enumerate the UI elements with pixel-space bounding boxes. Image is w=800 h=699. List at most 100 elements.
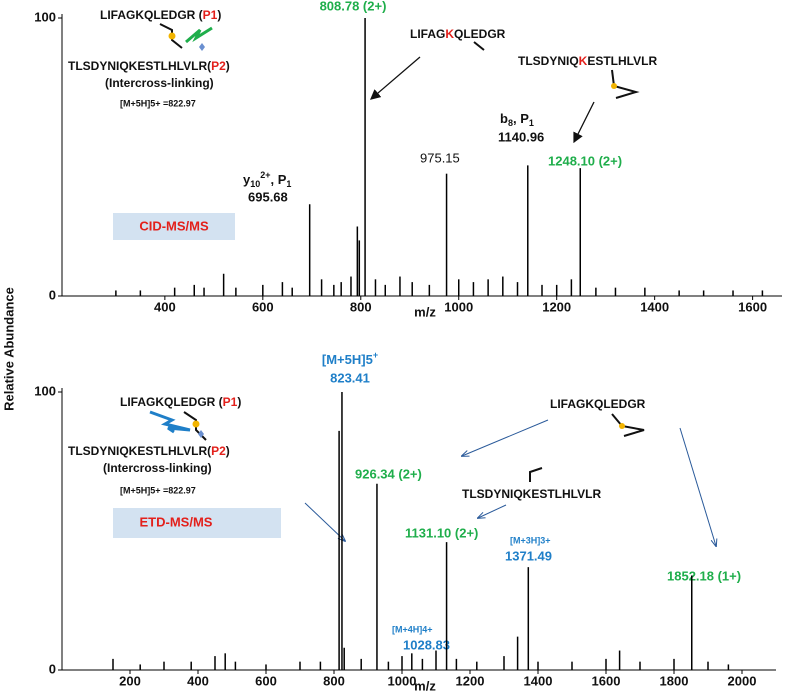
ion: y	[243, 172, 251, 187]
precursor: [M+5H]5+ =822.97	[120, 485, 196, 495]
stub	[529, 467, 543, 482]
tag: P1	[223, 395, 238, 409]
peak-label: 1140.96	[498, 129, 544, 144]
seq: TLSDYNIQKESTLHLVLR(	[68, 59, 211, 73]
ion: , P	[513, 111, 529, 126]
x-tick-label: 1800	[660, 673, 689, 688]
stub	[473, 41, 485, 51]
linker	[198, 430, 204, 438]
x-tick-label: 1200	[542, 299, 571, 314]
fragment: TLSDYNIQKESTLHLVLR	[518, 54, 657, 68]
linker	[619, 423, 625, 429]
sub: 10	[250, 179, 260, 189]
seq: )	[226, 444, 230, 458]
sup: 2+	[260, 170, 270, 180]
linker	[199, 43, 205, 51]
ion-label: b8, P1	[500, 111, 534, 128]
peptide-2: TLSDYNIQKESTLHLVLR(P2)	[68, 444, 230, 458]
y-tick-label: 0	[49, 661, 56, 676]
peak-label: 808.78 (2+)	[320, 0, 387, 13]
stub	[611, 413, 645, 437]
method-label: ETD-MS/MS	[140, 514, 213, 529]
tag: P1	[203, 8, 218, 22]
method-box	[113, 213, 235, 240]
x-tick-label: 800	[323, 673, 345, 688]
x-axis-label: m/z	[414, 678, 436, 693]
cleavage-icon	[185, 26, 213, 44]
peak-label: 1131.10 (2+)	[405, 525, 478, 540]
seq: )	[217, 8, 221, 22]
x-tick-label: 1400	[524, 673, 553, 688]
sub: 8	[508, 118, 513, 128]
arrow	[462, 419, 549, 456]
ion: b	[500, 111, 508, 126]
x-tick-label: 1200	[456, 673, 485, 688]
ion: , P	[271, 172, 287, 187]
ion-label: [M+4H]4+	[392, 624, 433, 634]
peak-label: 975.15	[420, 150, 460, 165]
arrow	[478, 504, 507, 518]
seq: LIFAGKQLEDGR (	[100, 8, 203, 22]
arrow	[679, 427, 716, 546]
x-tick-label: 1600	[738, 299, 767, 314]
ion-label: y102+, P1	[243, 170, 291, 189]
linker	[192, 420, 200, 428]
x-tick-label: 600	[252, 299, 274, 314]
x-tick-label: 800	[350, 299, 372, 314]
seq: )	[237, 395, 241, 409]
x-tick-label: 2000	[728, 673, 757, 688]
peak-label: 1371.49	[505, 548, 552, 563]
peak-label: 926.34 (2+)	[355, 466, 422, 481]
fragment: LIFAGKQLEDGR	[410, 27, 506, 41]
cleavage-icon	[149, 410, 191, 434]
seq: TLSDYNIQ	[518, 54, 579, 68]
peak-label: 823.41	[330, 370, 370, 385]
x-tick-label: 200	[119, 673, 141, 688]
fragment: TLSDYNIQKESTLHLVLR	[462, 487, 601, 501]
sub: 1	[286, 179, 291, 189]
sup: +	[373, 350, 378, 360]
x-axis-label: m/z	[414, 304, 436, 319]
method-box	[113, 508, 281, 538]
x-tick-label: 1600	[592, 673, 621, 688]
y-tick-label: 0	[49, 287, 56, 302]
seq: TLSDYNIQKESTLHLVLR(	[68, 444, 211, 458]
method-label: CID-MS/MS	[139, 218, 209, 233]
peak-label: 695.68	[248, 189, 288, 204]
peptide-2: TLSDYNIQKESTLHLVLR(P2)	[68, 59, 230, 73]
linker	[611, 83, 617, 89]
site: K	[579, 54, 588, 68]
y-axis-label: Relative Abundance	[1, 287, 16, 411]
tag: P2	[211, 59, 226, 73]
x-tick-label: 1400	[640, 299, 669, 314]
peptide-1: LIFAGKQLEDGR (P1)	[120, 395, 241, 409]
stub	[611, 69, 640, 99]
linker	[168, 32, 176, 40]
tag: P2	[211, 444, 226, 458]
precursor: [M+5H]5+ =822.97	[120, 98, 196, 108]
ion-label: [M+3H]3+	[510, 535, 551, 545]
seq: ESTLHLVLR	[587, 54, 657, 68]
mode: (Intercross-linking)	[105, 76, 214, 90]
fragment: LIFAGKQLEDGR	[550, 397, 646, 411]
arrow	[573, 101, 595, 144]
seq: LIFAG	[410, 27, 445, 41]
peptide-1: LIFAGKQLEDGR (P1)	[100, 8, 221, 22]
seq: LIFAGKQLEDGR (	[120, 395, 223, 409]
sub: 1	[529, 118, 534, 128]
x-tick-label: 400	[187, 673, 209, 688]
mode: (Intercross-linking)	[103, 461, 212, 475]
x-tick-label: 400	[154, 299, 176, 314]
seq: QLEDGR	[454, 27, 506, 41]
ion: [M+5H]5	[322, 352, 373, 367]
peak-label: 1028.83	[403, 637, 450, 652]
arrow	[304, 502, 345, 541]
y-tick-label: 100	[34, 383, 56, 398]
site: K	[445, 27, 454, 41]
y-tick-label: 100	[34, 9, 56, 24]
x-tick-label: 1000	[388, 673, 417, 688]
ion-label: [M+5H]5+	[322, 350, 378, 367]
peak-label: 1852.18 (1+)	[667, 568, 741, 583]
arrow	[370, 56, 421, 100]
